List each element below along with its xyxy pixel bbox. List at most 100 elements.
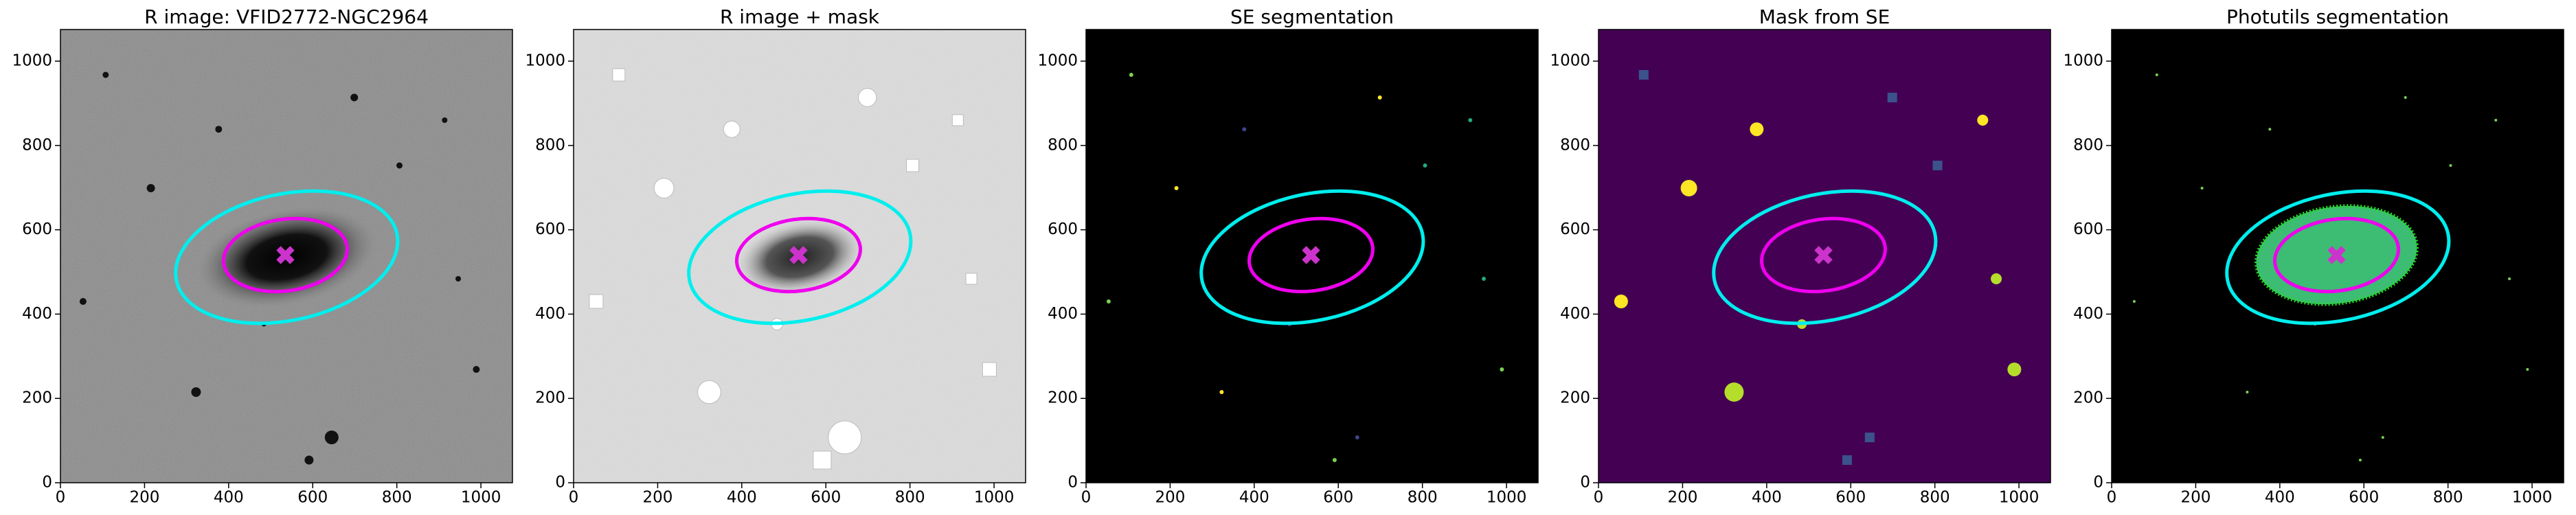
mask [1750,122,1764,137]
y-tick-label: 1000 [1550,52,1590,70]
panel-title: R image: VFID2772-NGC2964 [144,5,429,28]
mask [965,273,978,285]
y-tick-label: 600 [535,220,565,238]
center-marker [1814,246,1833,264]
x-tick-label: 400 [1239,489,1269,507]
mask [612,68,626,82]
star [396,162,403,169]
y-tick-label: 400 [1048,305,1078,323]
segment [2494,119,2498,122]
panel-title: R image + mask [720,5,880,28]
x-tick-label: 200 [2180,489,2211,507]
aperture-ellipse [1199,189,1425,325]
x-tick-label: 400 [214,489,244,507]
mask [1864,433,1875,442]
aperture-ellipse [1247,216,1375,294]
y-tick-label: 0 [555,474,565,492]
mask [951,114,964,126]
y-tick-label: 800 [1560,136,1590,154]
y-tick-label: 200 [1048,389,1078,407]
y-tick-label: 600 [22,220,52,238]
segment [1332,458,1337,462]
x-tick-label: 200 [1667,489,1697,507]
x-tick-label: 800 [1408,489,1438,507]
x-tick-label: 0 [569,489,579,507]
segment [2132,300,2136,303]
axes-frame [573,29,1026,483]
y-tick-label: 1000 [525,52,565,70]
y-tick-label: 0 [1067,474,1078,492]
aperture-ellipse [2225,189,2451,325]
y-tick-label: 200 [535,389,565,407]
segment [1174,186,1179,190]
segment [1482,277,1487,281]
star [324,431,339,444]
mask [2007,363,2022,376]
segment [1500,367,1504,371]
x-tick-label: 200 [1155,489,1185,507]
mask [653,178,675,198]
star [191,387,201,397]
segment [1219,390,1224,394]
segment [2155,73,2158,76]
y-tick-label: 400 [22,305,52,323]
panel: SE segmentation 0 200 400 600 800 1000 0 200 400 6… [1037,5,1539,507]
mask [1680,180,1697,196]
y-tick-label: 200 [1560,389,1590,407]
x-tick-label: 600 [2349,489,2379,507]
aperture-ellipse [1712,189,1938,325]
y-tick-label: 1000 [12,52,52,70]
mask [1842,455,1852,465]
y-tick-label: 200 [2073,389,2103,407]
segment [2381,436,2384,439]
star [473,366,480,373]
segment [2526,368,2529,371]
segment [2449,164,2452,167]
star [350,93,359,102]
center-marker [1302,246,1320,264]
mask [1614,295,1628,308]
center-marker [276,246,295,264]
panel: Photutils segmentation 0 200 400 600 800 1000 0… [2063,5,2564,507]
mask [589,294,604,309]
panel-title: SE segmentation [1230,5,1394,28]
y-tick-label: 800 [1048,136,1078,154]
mask [813,450,832,470]
segment [2404,96,2407,99]
mask [858,88,877,107]
x-tick-label: 0 [1081,489,1092,507]
y-tick-label: 1000 [1037,52,1078,70]
star [102,71,109,78]
image [2112,30,2564,483]
y-tick-label: 1000 [2063,52,2103,70]
y-tick-label: 0 [1580,474,1590,492]
segment [2358,459,2362,461]
star [304,455,314,465]
segment [1129,73,1133,77]
center-marker [2327,246,2346,264]
aperture-ellipse [687,189,913,325]
x-tick-label: 400 [1752,489,1782,507]
x-tick-label: 0 [1594,489,1604,507]
x-tick-label: 1000 [1999,489,2040,507]
mask [1887,93,1897,102]
axes-frame [1085,29,1539,483]
y-tick-label: 600 [2073,220,2103,238]
x-tick-label: 0 [56,489,66,507]
x-tick-label: 1000 [1487,489,1527,507]
star [455,276,462,282]
segment [2246,391,2249,393]
mask [723,120,741,138]
segment [1468,118,1473,122]
x-tick-label: 1000 [2512,489,2553,507]
axes-frame [1598,29,2051,483]
y-tick-label: 200 [22,389,52,407]
x-tick-label: 600 [297,489,328,507]
mask [1977,115,1989,126]
mask [828,420,862,455]
y-tick-label: 800 [2073,136,2103,154]
star [79,298,87,305]
x-tick-label: 0 [2107,489,2117,507]
segment [1106,299,1111,304]
